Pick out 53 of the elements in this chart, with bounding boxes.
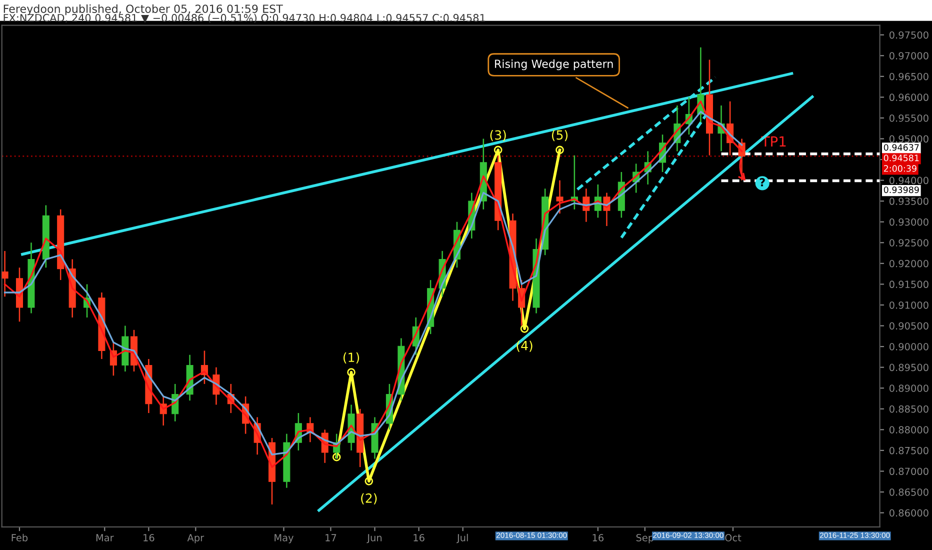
x-tick-label: Apr — [187, 534, 204, 544]
annotation: Rising Wedge pattern — [495, 59, 613, 70]
annotation: (4) — [516, 340, 532, 352]
y-tick-label: 0.91500 — [889, 280, 928, 288]
point — [347, 368, 356, 376]
y-tick-label: 0.91000 — [889, 301, 928, 309]
point — [364, 477, 374, 486]
y-tick-label: 0.92500 — [889, 239, 928, 246]
y-tick-label: 0.92000 — [889, 260, 928, 268]
point — [556, 146, 564, 154]
y-tick-label: 0.89500 — [889, 364, 928, 372]
annotation: (1) — [344, 352, 360, 364]
y-tick-label: 0.88000 — [889, 426, 928, 434]
annotation: (2) — [361, 493, 377, 504]
text: 2:00:39 — [884, 165, 916, 172]
y-tick-label: 0.95500 — [889, 114, 928, 122]
x-tick-label: Jul — [456, 534, 468, 544]
x-tick-label: Jun — [366, 534, 382, 544]
x-tick-label: 16 — [592, 534, 604, 542]
x-tick-label: May — [274, 534, 294, 544]
y-tick-label: 0.86500 — [889, 488, 928, 496]
y-tick-label: 0.93000 — [889, 218, 928, 226]
x-tick-label: 16 — [144, 534, 154, 542]
point — [332, 452, 341, 462]
candlestick — [2, 250, 8, 298]
annotation: (3) — [490, 130, 506, 142]
y-tick-label: 0.88500 — [889, 405, 928, 413]
text: 0.93989 — [884, 186, 919, 194]
y-tick-label: 0.89000 — [889, 384, 928, 392]
point — [520, 324, 529, 333]
x-tick-label: Feb — [12, 534, 28, 542]
y-tick-label: 0.97000 — [889, 52, 928, 60]
y-tick-label: 0.95000 — [889, 135, 928, 143]
annotation: ? — [760, 178, 765, 186]
y-tick-label: 0.94000 — [889, 176, 928, 184]
point — [494, 146, 502, 154]
y-tick-label: 0.86000 — [889, 509, 928, 517]
x-tick-label: Mar — [96, 534, 114, 542]
y-tick-label: 0.97500 — [889, 31, 928, 39]
annotation: (5) — [552, 130, 568, 142]
y-tick-label: 0.87000 — [889, 468, 928, 476]
y-tick-label: 0.90500 — [889, 322, 928, 330]
x-tick-label: Oct — [725, 534, 742, 542]
text: 0.94637 — [884, 144, 919, 151]
x-tick-label: 17 — [326, 534, 336, 542]
y-tick-label: 0.93500 — [889, 198, 928, 205]
y-tick-label: 0.87500 — [889, 446, 928, 454]
x-tick-label: 16 — [414, 534, 424, 542]
text: 0.94581 — [884, 154, 919, 162]
candlestick — [556, 180, 564, 214]
y-tick-label: 0.96000 — [889, 94, 928, 102]
y-tick-label: 0.96500 — [889, 72, 928, 80]
y-tick-label: 0.90000 — [889, 343, 928, 350]
